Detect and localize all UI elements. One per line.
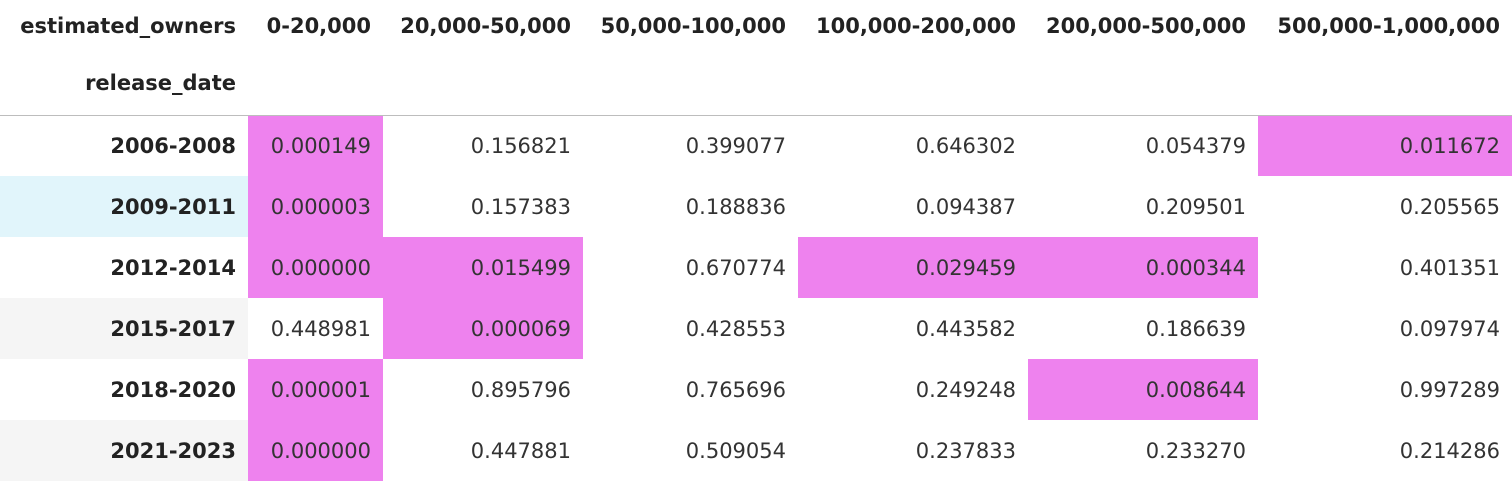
table-cell: 0.428553 [583,298,798,359]
table-cell: 0.000001 [248,359,383,420]
column-header: 50,000-100,000 [600,13,786,38]
index-name-header: release_date [85,70,236,95]
column-header: 20,000-50,000 [400,13,571,38]
table-row: 2012-2014 0.000000 0.015499 0.670774 0.0… [0,237,1512,298]
table-cell: 0.205565 [1399,194,1500,219]
table-cell: 0.008644 [1028,359,1258,420]
table-cell: 0.249248 [915,377,1016,402]
table-cell: 0.015499 [383,237,583,298]
table-row: 2015-2017 0.448981 0.000069 0.428553 0.4… [0,298,1512,359]
column-header-row: estimated_owners 0-20,000 20,000-50,000 … [0,0,1512,51]
table-cell: 0.448981 [248,298,383,359]
table-cell: 0.209501 [1145,194,1246,219]
row-index-label: 2012-2014 [110,255,236,280]
table-cell: 0.670774 [685,255,786,280]
table-cell: 0.011672 [1258,114,1512,176]
column-header: 100,000-200,000 [815,13,1016,38]
blank-header-cell [1028,51,1258,115]
table-cell: 0.237833 [798,420,1028,481]
blank-header-cell [248,51,383,115]
table-cell: 0.401351 [1399,255,1500,280]
table-cell: 0.233270 [1028,420,1258,481]
blank-header-cell [798,51,1028,115]
index-header-row: release_date [0,51,1512,115]
table-cell: 0.214286 [1258,420,1512,481]
table-cell: 0.094387 [915,194,1016,219]
table-cell: 0.000003 [248,176,383,237]
table-row: 2006-2008 0.000149 0.156821 0.399077 0.6… [0,114,1512,176]
row-index-label: 2021-2023 [0,420,248,481]
blank-header-cell [383,51,583,115]
table-cell: 0.000069 [383,298,583,359]
table-cell: 0.157383 [470,194,571,219]
table-cell: 0.000344 [1028,237,1258,298]
table-cell: 0.188836 [685,194,786,219]
table-row: 2021-2023 0.000000 0.447881 0.509054 0.2… [0,420,1512,481]
row-index-label: 2018-2020 [110,377,236,402]
row-index-label: 2009-2011 [0,176,248,237]
column-header: 200,000-500,000 [1045,13,1246,38]
table-cell: 0.646302 [798,114,1028,176]
table-cell: 0.399077 [583,114,798,176]
column-header: 0-20,000 [266,13,371,38]
table-cell: 0.443582 [798,298,1028,359]
table-cell: 0.097974 [1258,298,1512,359]
table-cell: 0.000149 [248,114,383,176]
row-index-label: 2015-2017 [0,298,248,359]
table-cell: 0.765696 [685,377,786,402]
table-row: 2018-2020 0.000001 0.895796 0.765696 0.2… [0,359,1512,420]
table-cell: 0.997289 [1399,377,1500,402]
table-cell: 0.447881 [383,420,583,481]
table-cell: 0.000000 [248,237,383,298]
table-cell: 0.186639 [1028,298,1258,359]
table-cell: 0.509054 [583,420,798,481]
columns-name-header: estimated_owners [20,13,236,38]
blank-header-cell [1258,51,1512,115]
table-cell: 0.000000 [248,420,383,481]
table-cell: 0.054379 [1028,114,1258,176]
table-cell: 0.029459 [798,237,1028,298]
table-cell: 0.156821 [383,114,583,176]
row-index-label: 2006-2008 [0,114,248,176]
blank-header-cell [583,51,798,115]
column-header: 500,000-1,000,000 [1277,13,1500,38]
table-row: 2009-2011 0.000003 0.157383 0.188836 0.0… [0,176,1512,237]
table-cell: 0.895796 [470,377,571,402]
